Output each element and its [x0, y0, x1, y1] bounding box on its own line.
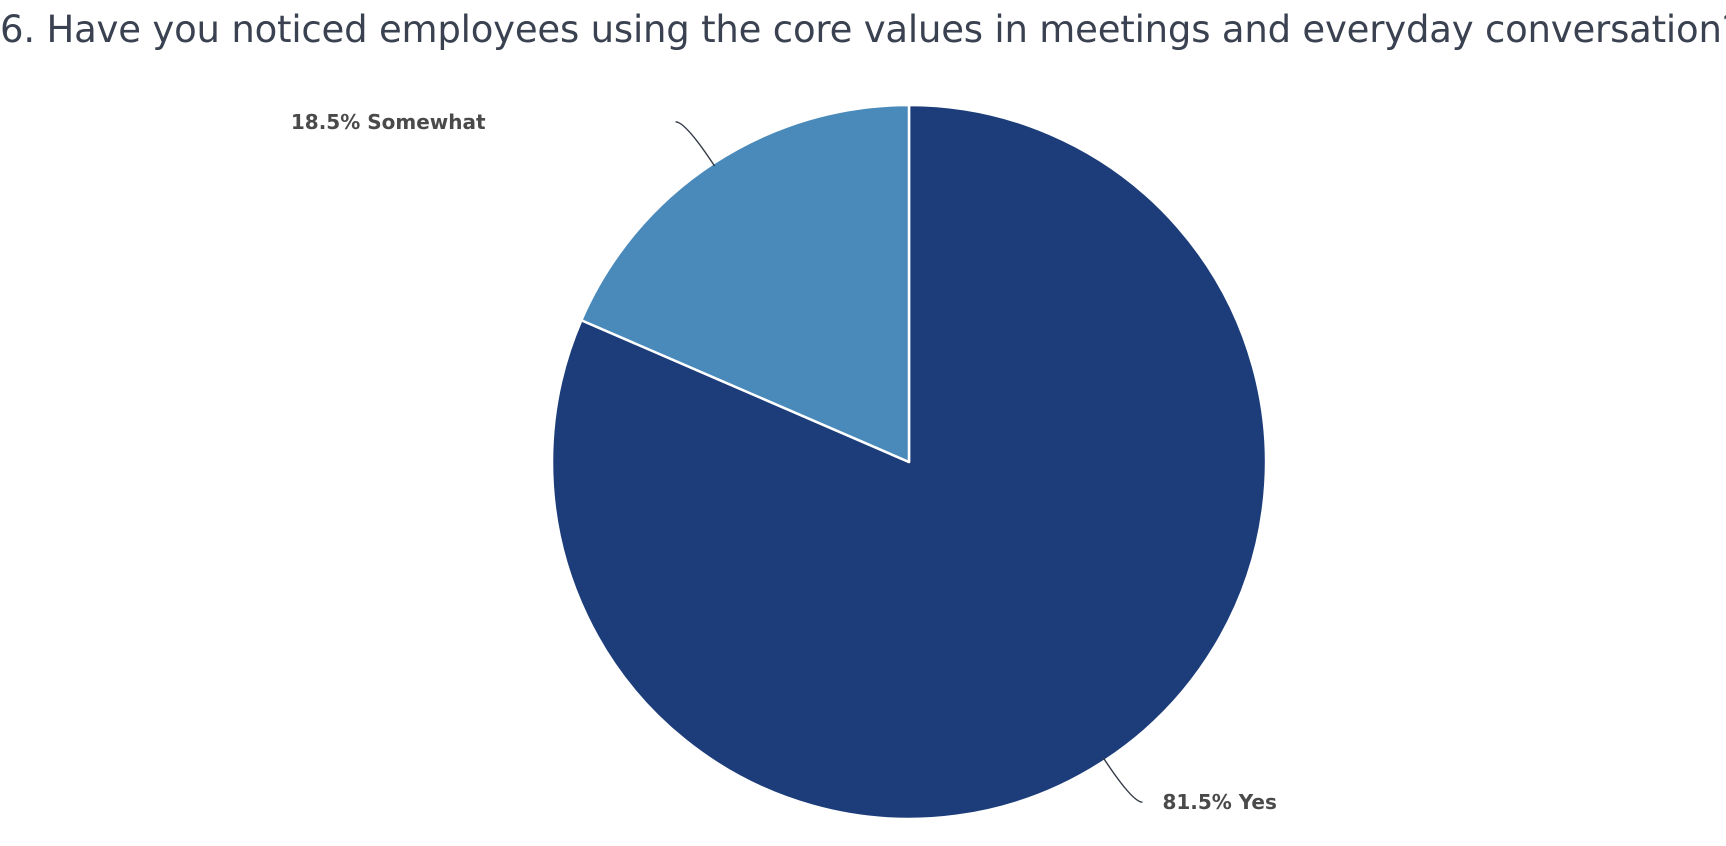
- slice-label-yes: 81.5% Yes: [1162, 790, 1276, 814]
- pie-slices: [550, 103, 1268, 821]
- slice-labels: 81.5% Yes 18.5% Somewhat: [291, 110, 1277, 814]
- chart-title: 6. Have you noticed employees using the …: [0, 8, 1726, 51]
- slice-label-somewhat: 18.5% Somewhat: [291, 110, 486, 134]
- leader-line-yes: [1102, 757, 1143, 803]
- leader-lines: [675, 121, 1143, 803]
- leader-line-somewhat: [675, 121, 716, 167]
